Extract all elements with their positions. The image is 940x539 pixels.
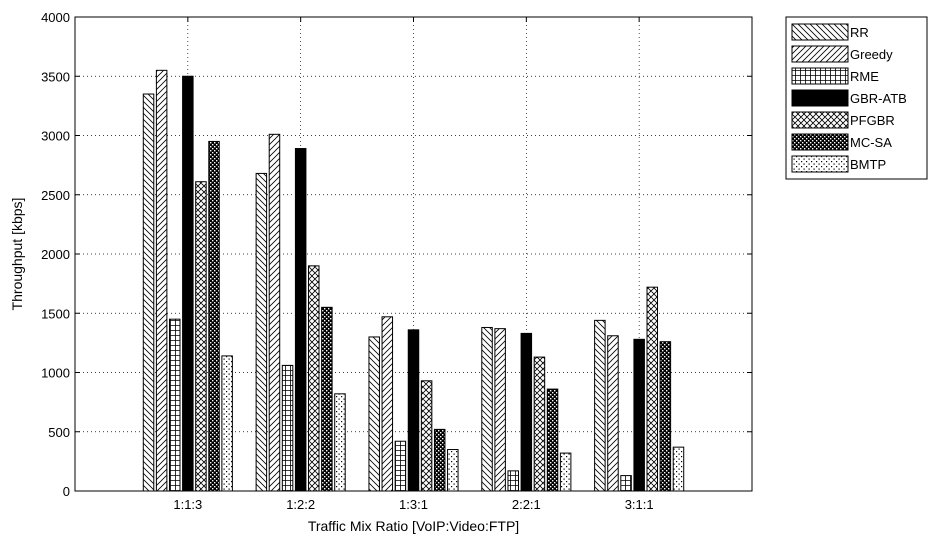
bar-rr-2-2-1	[481, 326, 493, 492]
bar-gbr-atb-3-1-1	[633, 338, 645, 492]
bar-mc-sa-2-2-1	[546, 388, 559, 492]
tick-labels: 0 500 1000 1500 2000 2500 3000 3500 4000 1:1:3 1:2…	[41, 10, 654, 512]
x-tick-label: 1:2:2	[286, 497, 315, 512]
legend-label-rme: RME	[850, 69, 879, 84]
legend-label-gbr-atb: GBR-ATB	[850, 91, 907, 106]
y-tick-label: 1000	[41, 366, 70, 381]
legend-swatch-mc-sa	[791, 133, 849, 151]
bar-mc-sa-1-2-2	[321, 306, 333, 492]
bar-gbr-atb-1-2-2	[294, 148, 307, 492]
bar-pfgbr-1-2-2	[308, 265, 320, 492]
legend-swatch-gbr-atb	[791, 89, 849, 107]
bar-bmtp-1-2-2	[334, 393, 346, 492]
x-tick-label: 1:3:1	[399, 497, 428, 512]
legend-label-bmtp: BMTP	[850, 157, 886, 172]
legend-swatch-bmtp	[791, 155, 849, 173]
axes	[74, 16, 753, 492]
x-tick-label: 3:1:1	[625, 497, 654, 512]
y-tick-label: 500	[48, 425, 70, 440]
bar-bmtp-1-1-3	[221, 355, 233, 492]
bar-bmtp-1-3-1	[447, 449, 459, 492]
bar-rme-3-1-1	[620, 475, 632, 492]
bar-pfgbr-1-1-3	[195, 181, 207, 492]
y-tick-label: 4000	[41, 10, 70, 25]
bar-mc-sa-1-3-1	[433, 428, 446, 492]
bar-greedy-2-2-1	[494, 328, 506, 492]
bar-greedy-1-2-2	[268, 133, 281, 492]
legend-label-mc-sa: MC-SA	[850, 135, 892, 150]
bar-greedy-1-3-1	[381, 316, 394, 492]
bar-mc-sa-1-1-3	[208, 140, 220, 492]
bar-pfgbr-2-2-1	[533, 356, 546, 492]
x-tick-label: 1:1:3	[173, 497, 202, 512]
legend-label-rr: RR	[850, 25, 869, 40]
bar-mc-sa-3-1-1	[659, 341, 672, 492]
x-tick-label: 2:2:1	[512, 497, 541, 512]
bar-rr-1-1-3	[142, 93, 155, 492]
legend-swatch-rr	[791, 23, 849, 41]
y-tick-label: 1500	[41, 306, 70, 321]
legend-swatch-rme	[791, 67, 849, 85]
bar-rme-2-2-1	[507, 470, 519, 492]
legend-swatch-pfgbr	[791, 111, 849, 129]
bar-rme-1-3-1	[394, 440, 407, 492]
y-tick-label: 2000	[41, 247, 70, 262]
legend-label-greedy: Greedy	[850, 47, 893, 62]
bar-gbr-atb-1-1-3	[182, 75, 194, 492]
bar-pfgbr-3-1-1	[646, 286, 659, 492]
bar-rr-1-3-1	[368, 336, 380, 492]
legend: RR Greedy RME GBR-ATB PFGBR MC-SA BMTP	[785, 16, 928, 180]
legend-label-pfgbr: PFGBR	[850, 113, 895, 128]
bar-bmtp-3-1-1	[672, 446, 685, 492]
y-tick-label: 3500	[41, 69, 70, 84]
bar-greedy-3-1-1	[607, 335, 619, 492]
bar-rr-1-2-2	[255, 172, 268, 492]
bar-greedy-1-1-3	[155, 69, 168, 492]
y-tick-label: 3000	[41, 129, 70, 144]
legend-swatch-greedy	[791, 45, 849, 63]
y-tick-label: 2500	[41, 188, 70, 203]
bar-gbr-atb-1-3-1	[407, 329, 420, 492]
bar-pfgbr-1-3-1	[420, 380, 433, 492]
x-axis-label: Traffic Mix Ratio [VoIP:Video:FTP]	[308, 518, 519, 534]
bar-rme-1-1-3	[168, 318, 181, 492]
bar-bmtp-2-2-1	[559, 452, 572, 492]
bar-gbr-atb-2-2-1	[520, 332, 533, 492]
bar-rme-1-2-2	[281, 364, 294, 492]
bar-rr-3-1-1	[594, 319, 606, 492]
y-axis-label: Throughput [kbps]	[9, 198, 25, 311]
y-tick-label: 0	[63, 484, 70, 499]
